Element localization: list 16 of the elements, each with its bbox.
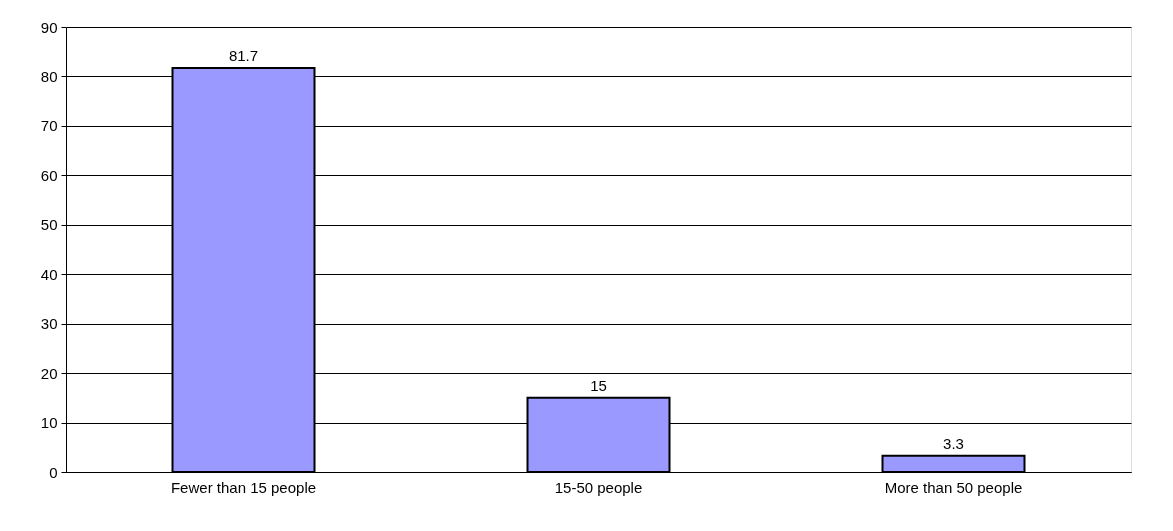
y-tick-label: 20 [40, 364, 58, 382]
data-label: 81.7 [228, 47, 259, 65]
data-label: 3.3 [943, 434, 964, 452]
y-tick-label: 60 [40, 166, 58, 184]
y-tick-label: 80 [40, 67, 58, 85]
x-tick-label: Fewer than 15 people [170, 478, 317, 496]
y-tick-label: 10 [40, 414, 58, 432]
data-label: 15 [590, 376, 607, 394]
y-tick-label: 90 [40, 18, 58, 36]
y-tick-label: 50 [40, 216, 58, 234]
x-tick-label: More than 50 people [884, 478, 1023, 496]
y-tick-label: 30 [40, 315, 58, 333]
y-tick-label: 0 [49, 463, 58, 481]
y-tick-label: 70 [40, 117, 58, 135]
y-tick-label: 40 [40, 265, 58, 283]
x-tick-label: 15-50 people [554, 478, 643, 496]
